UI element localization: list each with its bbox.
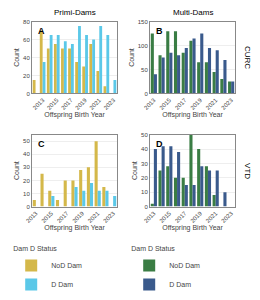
svg-text:Count: Count	[128, 48, 135, 67]
svg-text:A: A	[38, 26, 45, 36]
svg-text:40: 40	[23, 55, 30, 61]
svg-text:2015: 2015	[46, 97, 60, 111]
svg-text:80: 80	[23, 19, 30, 25]
svg-text:30: 30	[141, 161, 148, 167]
svg-text:2021: 2021	[205, 97, 219, 111]
svg-text:2023: 2023	[220, 97, 234, 111]
svg-text:2013: 2013	[32, 97, 46, 111]
svg-text:D: D	[156, 139, 163, 149]
svg-text:150: 150	[138, 19, 149, 25]
svg-text:2019: 2019	[74, 97, 88, 111]
svg-text:NoD Dam: NoD Dam	[51, 262, 82, 269]
svg-text:2021: 2021	[87, 210, 101, 224]
svg-text:2023: 2023	[103, 97, 117, 111]
svg-text:B: B	[156, 26, 163, 36]
svg-text:2015: 2015	[158, 97, 172, 111]
svg-text:20: 20	[141, 175, 148, 181]
svg-text:D Dam: D Dam	[169, 281, 191, 288]
svg-text:60: 60	[23, 37, 30, 43]
svg-text:0: 0	[144, 91, 148, 97]
svg-text:40: 40	[23, 151, 30, 157]
svg-text:D Dam: D Dam	[51, 281, 73, 288]
svg-text:Primi-Dams: Primi-Dams	[54, 8, 96, 17]
svg-text:2019: 2019	[189, 210, 203, 224]
svg-text:2023: 2023	[220, 210, 234, 224]
svg-text:2019: 2019	[189, 97, 203, 111]
svg-text:50: 50	[141, 132, 148, 138]
svg-text:2017: 2017	[56, 210, 70, 224]
svg-text:2023: 2023	[102, 210, 116, 224]
svg-text:0: 0	[26, 91, 30, 97]
svg-text:20: 20	[23, 177, 30, 183]
svg-text:VTD: VTD	[243, 163, 252, 179]
svg-text:100: 100	[138, 43, 149, 49]
svg-text:Dam D Status: Dam D Status	[131, 245, 175, 252]
svg-text:2021: 2021	[88, 97, 102, 111]
svg-text:20: 20	[23, 73, 30, 79]
svg-text:Offspring Birth Year: Offspring Birth Year	[44, 224, 105, 232]
svg-text:Count: Count	[13, 161, 20, 180]
svg-text:2013: 2013	[25, 210, 39, 224]
svg-text:10: 10	[23, 191, 30, 197]
svg-text:Count: Count	[13, 48, 20, 67]
svg-text:30: 30	[23, 164, 30, 170]
svg-text:Count: Count	[131, 161, 138, 180]
svg-text:Offspring Birth Year: Offspring Birth Year	[162, 111, 223, 119]
svg-text:NoD Dam: NoD Dam	[169, 262, 200, 269]
svg-text:2019: 2019	[71, 210, 85, 224]
svg-text:CURC: CURC	[243, 46, 252, 69]
svg-text:2013: 2013	[143, 97, 157, 111]
svg-text:Dam D Status: Dam D Status	[13, 245, 57, 252]
svg-text:50: 50	[23, 138, 30, 144]
svg-text:10: 10	[141, 189, 148, 195]
svg-text:0: 0	[26, 204, 30, 210]
svg-text:2015: 2015	[40, 210, 54, 224]
svg-text:2017: 2017	[60, 97, 74, 111]
svg-text:2021: 2021	[205, 210, 219, 224]
svg-text:2015: 2015	[158, 210, 172, 224]
svg-text:0: 0	[144, 204, 148, 210]
svg-text:40: 40	[141, 146, 148, 152]
svg-text:2013: 2013	[143, 210, 157, 224]
svg-text:Offspring Birth Year: Offspring Birth Year	[162, 224, 223, 232]
svg-text:2017: 2017	[174, 210, 188, 224]
svg-text:Multi-Dams: Multi-Dams	[173, 8, 213, 17]
svg-text:C: C	[38, 139, 45, 149]
svg-text:2017: 2017	[174, 97, 188, 111]
svg-text:50: 50	[141, 67, 148, 73]
svg-text:Offspring Birth Year: Offspring Birth Year	[44, 111, 105, 119]
